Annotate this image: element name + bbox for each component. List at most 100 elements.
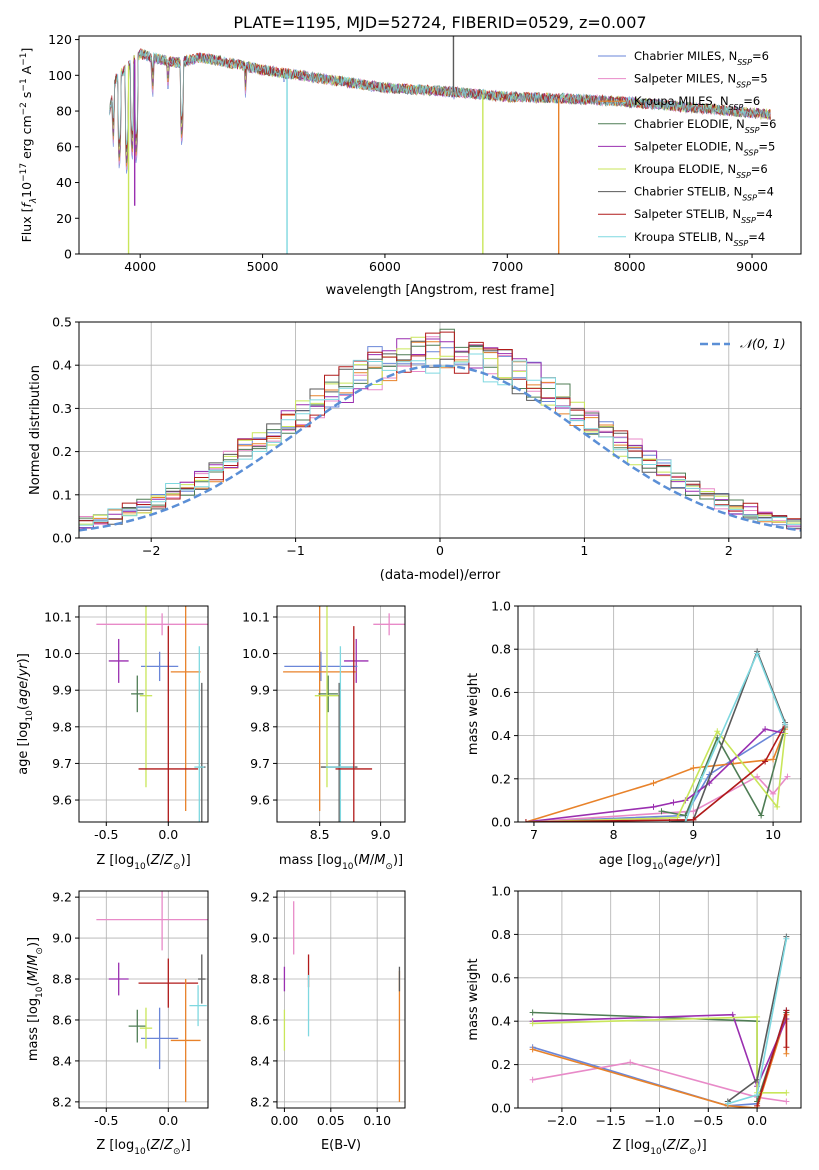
- y-tick-label: 1.0: [491, 599, 511, 614]
- y-axis-label-group: Flux [fλ10−17 erg cm−2 s−1 A−1]: [19, 48, 39, 243]
- weight-line: [532, 1013, 788, 1089]
- y-tick-label: 8.2: [250, 1094, 270, 1109]
- x-tick-label: 0.0: [158, 1113, 178, 1128]
- x-axis-label: age [log10(age/yr)]: [599, 853, 721, 872]
- y-axis-label-group: age [log10(age/yr)]: [16, 653, 35, 775]
- y-tick-label: 100: [48, 68, 72, 83]
- x-tick-label: 0: [436, 543, 444, 558]
- normal-curve: [79, 364, 801, 532]
- y-tick-label: 9.6: [52, 793, 72, 808]
- x-tick-label: 9.0: [371, 827, 391, 842]
- y-tick-label: 9.2: [52, 890, 72, 905]
- legend-entry: Chabrier MILES, NSSP=6: [634, 49, 769, 67]
- weight-marker: [758, 812, 765, 819]
- axes-frame: [78, 605, 209, 823]
- weight-line: [525, 728, 786, 822]
- x-tick-label: 8.5: [310, 827, 330, 842]
- x-tick-label: 0.05: [317, 1113, 345, 1128]
- weight-marker: [690, 808, 697, 815]
- weight-line: [532, 1061, 787, 1103]
- plot-area: [109, 36, 771, 254]
- x-tick-label: −2: [142, 543, 160, 558]
- weight-line: [684, 651, 786, 822]
- weight-marker: [690, 765, 697, 771]
- histogram-steps: [79, 338, 801, 538]
- y-tick-label: 8.4: [250, 1053, 270, 1068]
- y-axis-label: mass weight: [466, 958, 481, 1040]
- legend-entry: Chabrier ELODIE, NSSP=6: [634, 117, 776, 135]
- legend-entry: Kroupa STELIB, NSSP=4: [634, 230, 765, 248]
- y-tick-label: 40: [56, 175, 72, 190]
- weight-marker: [522, 819, 529, 822]
- axes-frame: [276, 605, 406, 823]
- weight-line: [525, 724, 786, 822]
- spectrum-line: [109, 49, 771, 146]
- weight-marker: [724, 1100, 731, 1107]
- weight-marker: [670, 799, 677, 806]
- weight-vs-metallicity-panel: −2.0 −1.5 −1.0 −0.5 0.0 0.0 0.2 0.4 0.6 0.8 1.0 Z […: [466, 884, 802, 1157]
- y-tick-label: 8.4: [52, 1053, 72, 1068]
- plot-area: [522, 648, 791, 822]
- weight-marker: [782, 730, 789, 737]
- y-tick-label: 10.1: [242, 609, 270, 624]
- spectrum-line: [109, 49, 771, 174]
- weight-marker: [754, 773, 761, 780]
- plot-area: [529, 933, 790, 1108]
- y-axis-label: mass weight: [466, 673, 481, 755]
- weight-marker: [698, 775, 705, 782]
- y-tick-label: 9.9: [250, 683, 270, 698]
- x-tick-label: −0.5: [693, 1113, 723, 1128]
- y-tick-label: 9.8: [52, 719, 72, 734]
- weight-marker: [762, 758, 769, 765]
- weight-marker: [650, 803, 657, 810]
- weight-marker: [770, 790, 777, 797]
- axes-frame: [276, 890, 406, 1109]
- x-tick-label: 2: [725, 543, 733, 558]
- x-tick-label: −1.5: [596, 1113, 626, 1128]
- weight-marker: [650, 780, 657, 787]
- x-tick-label: 8: [610, 827, 618, 842]
- x-axis-label: wavelength [Angstrom, rest frame]: [326, 283, 555, 298]
- legend-entry: Chabrier STELIB, NSSP=4: [634, 185, 774, 203]
- weight-marker: [783, 1089, 790, 1096]
- x-tick-label: -0.5: [94, 1113, 118, 1128]
- x-tick-label: 0.00: [270, 1113, 298, 1128]
- x-tick-label: −1.0: [644, 1113, 674, 1128]
- x-axis-label: Z [log10(Z/Z⊙)]: [96, 853, 190, 872]
- y-tick-label: 0.2: [491, 771, 511, 786]
- legend: Chabrier MILES, NSSP=6 Salpeter MILES, NS…: [598, 49, 776, 247]
- y-tick-label: 9.7: [250, 756, 270, 771]
- weight-marker: [754, 1091, 761, 1098]
- y-tick-label: 80: [56, 104, 72, 119]
- weight-marker: [529, 1076, 536, 1083]
- y-tick-label: 8.6: [52, 1012, 72, 1027]
- y-tick-label: 0.8: [491, 927, 511, 942]
- x-axis-label: Z [log10(Z/Z⊙)]: [612, 1138, 706, 1157]
- weight-marker: [754, 1013, 761, 1020]
- legend-entry: Kroupa MILES, NSSP=6: [634, 94, 760, 112]
- x-tick-label: 9: [689, 827, 697, 842]
- x-tick-label: 5000: [247, 259, 279, 274]
- weight-marker: [714, 728, 721, 735]
- y-tick-label: 0.1: [52, 487, 72, 502]
- plot-area: [283, 901, 401, 1102]
- plot-area: [79, 328, 801, 538]
- plot-area: [96, 606, 208, 822]
- axes-frame: [78, 35, 802, 255]
- axes-frame: [78, 890, 209, 1109]
- weight-marker: [529, 1009, 536, 1016]
- y-tick-label: 8.2: [52, 1094, 72, 1109]
- weight-marker: [754, 1076, 761, 1083]
- y-tick-label: 10.0: [44, 646, 72, 661]
- y-tick-label: 60: [56, 139, 72, 154]
- x-tick-label: 8000: [614, 259, 646, 274]
- weight-marker: [682, 819, 689, 822]
- y-tick-label: 0.4: [491, 1014, 511, 1029]
- weight-vs-age-panel: 7 8 9 10 0.0 0.2 0.4 0.6 0.8 1.0 age [log10(age/yr…: [466, 599, 802, 872]
- y-tick-label: 0.0: [491, 1101, 511, 1116]
- y-tick-label: 8.6: [250, 1012, 270, 1027]
- weight-marker: [529, 1020, 536, 1027]
- x-axis-label: mass [log10(M/M⊙)]: [279, 853, 403, 872]
- y-tick-label: 0.3: [52, 401, 72, 416]
- y-tick-label: 0.4: [491, 728, 511, 743]
